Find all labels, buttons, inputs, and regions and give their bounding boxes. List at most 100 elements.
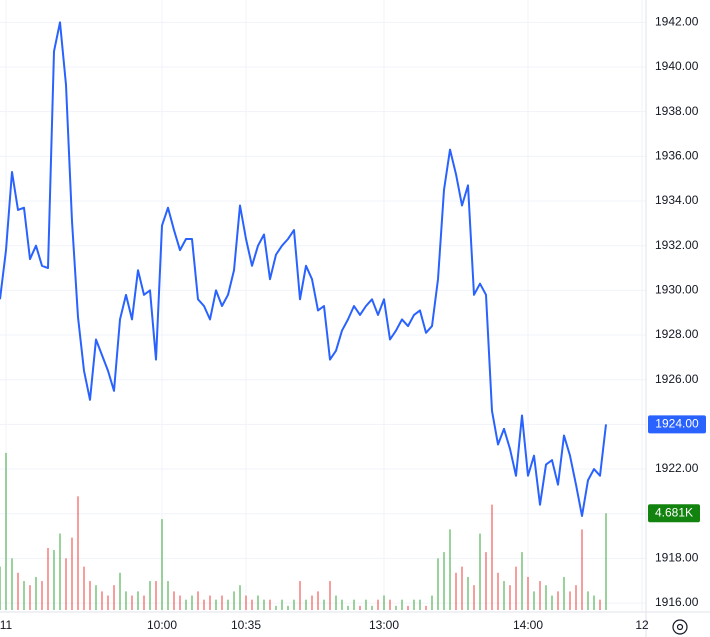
price-badge	[648, 415, 706, 434]
volume-bar	[563, 576, 565, 610]
volume-bar	[281, 599, 283, 610]
volume-bar	[203, 599, 205, 610]
volume-bar	[227, 599, 229, 610]
volume-bar	[491, 504, 493, 610]
y-tick-label: 1936.00	[655, 149, 699, 163]
volume-bar	[527, 576, 529, 610]
volume-bar	[461, 566, 463, 610]
volume-bar	[407, 605, 409, 610]
volume-bar	[275, 605, 277, 610]
volume-bar	[131, 595, 133, 610]
volume-bar	[545, 585, 547, 610]
volume-bar	[107, 595, 109, 610]
volume-bar	[65, 558, 67, 610]
x-tick-label: 12	[635, 618, 649, 632]
volume-bar	[479, 533, 481, 610]
volume-bar	[221, 595, 223, 610]
volume-bar	[41, 581, 43, 610]
x-tick-label: 14:00	[513, 618, 543, 632]
volume-bar	[473, 585, 475, 610]
volume-bar	[245, 595, 247, 610]
volume-bar	[431, 595, 433, 610]
x-tick-label: 13:00	[369, 618, 399, 632]
volume-bar	[599, 599, 601, 610]
volume-bar	[419, 599, 421, 610]
volume-bar	[317, 591, 319, 610]
volume-bar	[497, 572, 499, 610]
volume-bar	[287, 605, 289, 610]
volume-bar	[449, 529, 451, 610]
volume-bar	[437, 558, 439, 610]
volume-bar	[173, 591, 175, 610]
volume-bar	[263, 599, 265, 610]
price-layer	[0, 21, 607, 517]
volume-bar	[509, 585, 511, 610]
volume-bar	[521, 552, 523, 610]
volume-bar	[101, 591, 103, 610]
settings-button[interactable]	[672, 619, 688, 635]
y-tick-label: 1940.00	[655, 59, 699, 73]
volume-bar	[0, 566, 1, 610]
volume-bar	[149, 581, 151, 610]
y-tick-label: 1928.00	[655, 327, 699, 341]
volume-bar	[605, 513, 607, 610]
volume-bar	[329, 581, 331, 610]
volume-bar	[359, 605, 361, 610]
y-tick-label: 1930.00	[655, 283, 699, 297]
volume-bar	[377, 599, 379, 610]
volume-bar	[551, 595, 553, 610]
volume-bar	[383, 595, 385, 610]
volume-bar	[533, 591, 535, 610]
y-tick-label: 1918.00	[655, 551, 699, 565]
volume-bar	[593, 595, 595, 610]
volume-bar	[347, 605, 349, 610]
volume-bar	[401, 599, 403, 610]
price-line	[0, 21, 607, 517]
settings-icon-center	[676, 623, 684, 631]
volume-bar	[95, 585, 97, 610]
volume-bar	[239, 585, 241, 610]
volume-bar	[425, 605, 427, 610]
volume-bar	[335, 595, 337, 610]
volume-bar	[185, 599, 187, 610]
volume-bar	[11, 558, 13, 610]
volume-bar	[113, 585, 115, 610]
volume-bar	[569, 591, 571, 610]
volume-bar	[53, 550, 55, 610]
volume-bar	[515, 566, 517, 610]
volume-bar	[293, 599, 295, 610]
volume-bar	[443, 552, 445, 610]
settings-icon[interactable]	[672, 619, 688, 635]
volume-bar	[191, 595, 193, 610]
volume-bar	[539, 581, 541, 610]
y-tick-label: 1922.00	[655, 461, 699, 475]
volume-bar	[215, 599, 217, 610]
volume-bar	[143, 595, 145, 610]
y-tick-label: 1938.00	[655, 104, 699, 118]
volume-bar	[413, 599, 415, 610]
volume-bar	[557, 591, 559, 610]
volume-bar	[251, 599, 253, 610]
volume-bar	[161, 519, 163, 610]
volume-bar	[233, 591, 235, 610]
y-tick-label: 1916.00	[655, 595, 699, 609]
volume-bar	[323, 599, 325, 610]
volume-bar	[155, 581, 157, 610]
x-tick-label: 11	[0, 618, 13, 632]
volume-bar	[341, 599, 343, 610]
volume-bar	[503, 581, 505, 610]
volume-bar	[179, 595, 181, 610]
volume-bar	[197, 591, 199, 610]
volume-badge-label: 4.681K	[655, 505, 693, 519]
volume-bar	[389, 599, 391, 610]
volume-bar	[395, 605, 397, 610]
x-tick-label: 10:35	[231, 618, 261, 632]
volume-bar	[353, 599, 355, 610]
volume-badge	[648, 504, 700, 523]
volume-bar	[257, 595, 259, 610]
volume-layer	[0, 452, 607, 610]
volume-bar	[119, 572, 121, 610]
volume-bar	[455, 572, 457, 610]
